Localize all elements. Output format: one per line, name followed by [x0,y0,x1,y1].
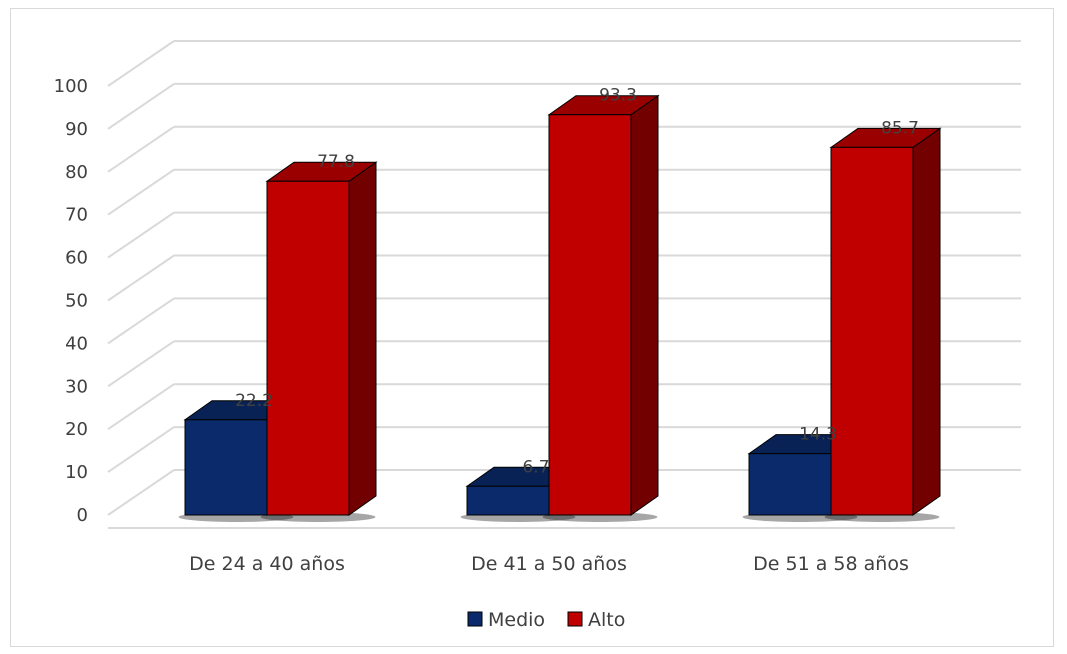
y-tick-label: 0 [77,505,88,526]
legend-item-alto: Alto [567,609,625,631]
legend-label: Medio [488,609,545,631]
bar-side [630,94,659,516]
gridline-diagonal [107,469,175,516]
gridline-diagonal [107,254,175,302]
gridline-diagonal [107,83,175,130]
gridline-diagonal [107,426,175,473]
gridline-diagonal [107,211,175,259]
bar-alto [260,161,378,522]
y-axis: 0 10 20 30 40 50 60 70 80 90 100 [54,76,88,526]
x-axis: De 24 a 40 años De 41 a 50 años De 51 a 58… [189,553,909,575]
legend-item-medio: Medio [467,609,545,631]
gridline-diagonal [107,297,175,345]
gridline-diagonal [107,340,175,388]
data-label: 93.3 [599,86,637,106]
y-tick-label: 40 [65,333,88,354]
y-tick-label: 100 [54,76,88,97]
x-category-label: De 51 a 58 años [753,553,909,575]
y-tick-label: 20 [65,419,88,440]
data-labels: 22.2 77.8 6.7 93.3 14.3 85.7 [235,86,919,478]
bar-side [348,161,377,516]
data-label: 85.7 [881,118,919,138]
bar-front [548,114,632,516]
legend-swatch [567,611,583,627]
gridline-diagonal [107,383,175,431]
data-label: 6.7 [522,457,549,477]
y-tick-label: 80 [65,162,88,183]
bar-alto [824,127,942,522]
bar-alto [542,94,660,522]
y-tick-label: 50 [65,291,88,312]
bar-front [266,180,350,516]
data-label: 14.3 [799,425,837,445]
legend-swatch [467,611,483,627]
y-tick-label: 70 [65,205,88,226]
bar-front [184,419,268,516]
x-category-label: De 41 a 50 años [471,553,627,575]
bar-side [912,127,941,516]
gridline-diagonal [107,40,175,87]
y-tick-label: 10 [65,462,88,483]
bar-front [830,146,914,516]
bar-front [466,485,550,516]
y-tick-label: 90 [65,119,88,140]
gridline-diagonal [107,168,175,216]
x-category-label: De 24 a 40 años [189,553,345,575]
bar-front [748,453,832,516]
bars [178,94,942,522]
data-label: 77.8 [317,152,355,172]
gridline-diagonal [107,125,175,173]
y-tick-label: 60 [65,248,88,269]
legend-label: Alto [588,609,625,631]
y-tick-label: 30 [65,376,88,397]
data-label: 22.2 [235,391,273,411]
legend: Medio Alto [467,609,625,631]
